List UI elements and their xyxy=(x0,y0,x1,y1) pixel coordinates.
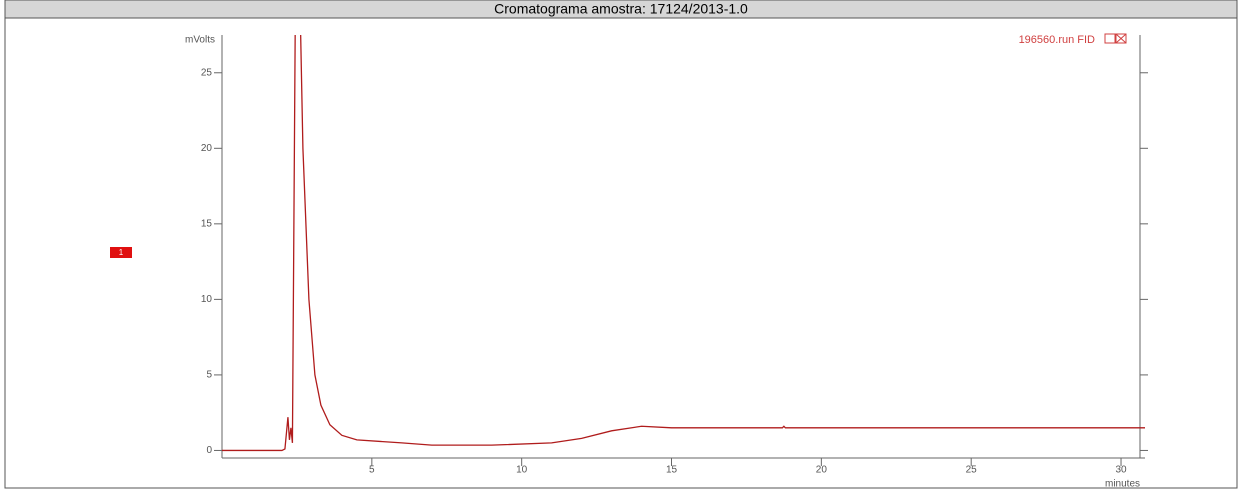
frame xyxy=(4,0,1238,489)
window-icon xyxy=(1104,33,1116,44)
chromatogram-line xyxy=(222,35,1145,452)
x-tick-label: 30 xyxy=(1115,465,1127,476)
x-tick-label: 25 xyxy=(966,465,978,476)
y-tick-label: 25 xyxy=(201,67,213,78)
y-tick-label: 5 xyxy=(206,370,212,381)
x-axis-label: minutes xyxy=(1105,479,1140,490)
chart-title: Cromatograma amostra: 17124/2013-1.0 xyxy=(494,1,748,17)
peak-marker-box xyxy=(110,247,132,258)
x-tick-label: 5 xyxy=(369,465,375,476)
peak-marker: 1 xyxy=(119,248,124,257)
y-axis-label: mVolts xyxy=(185,35,215,46)
close-icon xyxy=(1115,33,1127,44)
y-tick-label: 10 xyxy=(201,294,213,305)
x-tick-label: 10 xyxy=(516,465,528,476)
x-tick-label: 15 xyxy=(666,465,678,476)
close-icon xyxy=(1115,33,1127,44)
run-label: 196560.run FID xyxy=(1019,34,1095,46)
y-tick-label: 20 xyxy=(201,143,213,154)
x-tick-label: 20 xyxy=(816,465,828,476)
y-tick-label: 15 xyxy=(201,218,213,229)
y-tick-label: 0 xyxy=(206,445,212,456)
